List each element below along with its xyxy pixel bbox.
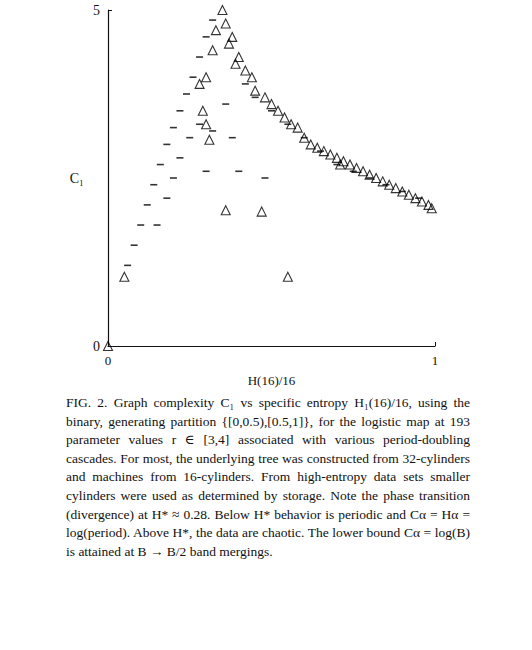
svg-text:C₁: C₁	[70, 171, 84, 186]
svg-text:H(16)/16: H(16)/16	[248, 373, 296, 388]
svg-text:0: 0	[105, 353, 112, 368]
svg-text:5: 5	[93, 3, 100, 18]
svg-text:0: 0	[93, 339, 100, 354]
svg-text:1: 1	[432, 353, 439, 368]
html-text:FIG. 2. Graph complexity C₁ vs: FIG. 2. Graph complexity C₁ vs specific …	[66, 395, 470, 559]
